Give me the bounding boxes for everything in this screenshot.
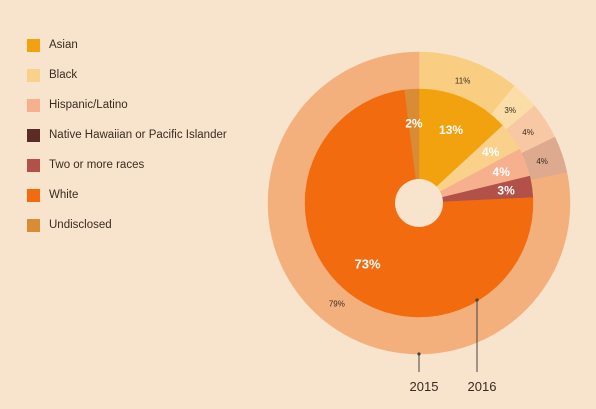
slice-label: 13% <box>439 123 463 137</box>
slice-2016-0 <box>418 88 504 204</box>
legend-item: Undisclosed <box>27 218 227 232</box>
donut-hole <box>395 179 443 227</box>
slice-label: 3% <box>497 184 515 198</box>
slice-label: 4% <box>493 165 511 179</box>
ring-2016 <box>304 88 534 318</box>
legend-label: Undisclosed <box>49 219 112 231</box>
slice-label: 11% <box>455 76 470 85</box>
legend-item: Hispanic/Latino <box>27 98 227 112</box>
ring-year-label: 2016 <box>468 379 497 394</box>
legend-label: Asian <box>49 39 78 51</box>
legend-label: Black <box>49 69 78 81</box>
slice-2016-6 <box>404 88 420 204</box>
legend-item: Asian <box>27 38 227 52</box>
slice-label: 79% <box>329 300 345 309</box>
legend-item: White <box>27 188 227 202</box>
legend-item: Black <box>27 68 227 82</box>
legend-swatch <box>27 128 40 142</box>
legend-item: Two or more races <box>27 158 227 172</box>
slice-label: 73% <box>355 256 381 271</box>
legend-swatch <box>27 188 40 202</box>
legend-label: Two or more races <box>49 159 145 171</box>
slice-label: 4% <box>522 128 534 137</box>
legend-label: Hispanic/Latino <box>49 99 128 111</box>
legend-swatch <box>27 158 40 172</box>
slice-label: 4% <box>482 145 500 159</box>
legend-label: Native Hawaiian or Pacific Islander <box>49 129 227 141</box>
chart-legend: Asian Black Hispanic/Latino Native Hawai… <box>27 38 227 248</box>
legend-swatch <box>27 38 40 52</box>
legend-swatch <box>27 68 40 82</box>
ring-year-label: 2015 <box>410 379 439 394</box>
legend-swatch <box>27 98 40 112</box>
legend-item: Native Hawaiian or Pacific Islander <box>27 128 227 142</box>
slice-label: 4% <box>536 157 548 166</box>
slice-label: 3% <box>504 106 516 115</box>
slice-label: 2% <box>405 116 423 130</box>
legend-swatch <box>27 218 40 232</box>
legend-label: White <box>49 189 79 201</box>
